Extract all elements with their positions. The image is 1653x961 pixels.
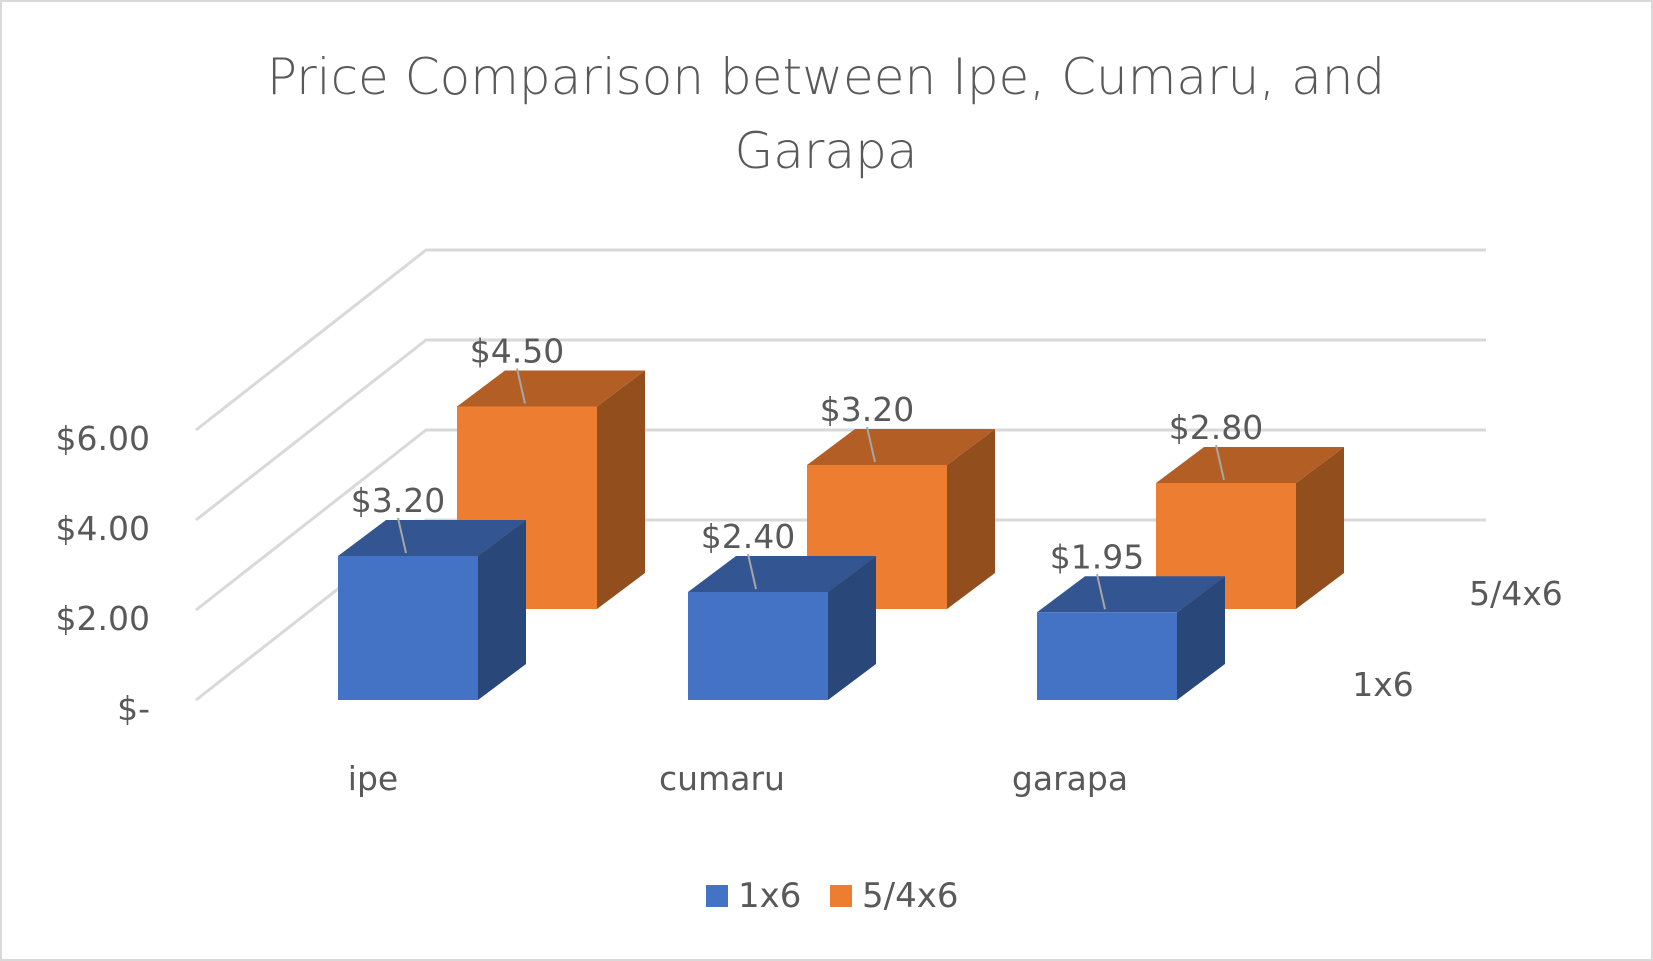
bar-group-garapa-0 bbox=[1037, 576, 1225, 700]
legend: 1x6 5/4x6 bbox=[706, 876, 958, 916]
data-label-garapa-1: $2.80 bbox=[1169, 408, 1263, 447]
bar-top-ipe-0 bbox=[338, 520, 526, 556]
legend-swatch-1x6 bbox=[706, 885, 728, 907]
leader-line-garapa-0 bbox=[1096, 574, 1106, 610]
legend-label-1x6: 1x6 bbox=[738, 876, 801, 916]
bar-group-ipe-0 bbox=[338, 520, 526, 700]
bar-side-cumaru-0 bbox=[828, 556, 876, 700]
bar-ipe-1x6 bbox=[338, 556, 478, 700]
y-tick-label-1: $2.00 bbox=[56, 599, 150, 638]
bar-group-cumaru-0 bbox=[688, 556, 876, 700]
chart-title-line-1: Price Comparison between Ipe, Cumaru, an… bbox=[267, 48, 1385, 106]
y-tick-label-3: $6.00 bbox=[56, 419, 150, 458]
y-axis-tick-labels: $- $2.00 $4.00 $6.00 bbox=[56, 419, 150, 728]
data-label-cumaru-0: $2.40 bbox=[701, 517, 795, 556]
bar-garapa-1x6 bbox=[1037, 612, 1177, 700]
data-label-cumaru-1: $3.20 bbox=[820, 390, 914, 429]
data-label-ipe-0: $3.20 bbox=[351, 481, 445, 520]
bar-top-cumaru-0 bbox=[688, 556, 876, 592]
bar-top-garapa-1 bbox=[1156, 447, 1344, 483]
bar-top-garapa-0 bbox=[1037, 576, 1225, 613]
bars bbox=[338, 370, 1344, 700]
gridline-2 bbox=[195, 338, 1486, 522]
leader-line-cumaru-1 bbox=[866, 426, 876, 463]
gridline-3 bbox=[195, 248, 1486, 432]
legend-swatch-5-4x6 bbox=[830, 885, 852, 907]
data-labels: $4.50 $3.20 $2.80 $3.20 $2.40 $1.95 bbox=[351, 332, 1263, 610]
y-tick-label-0: $- bbox=[117, 689, 150, 728]
legend-label-5-4x6: 5/4x6 bbox=[862, 876, 958, 916]
series-axis-label-1: 5/4x6 bbox=[1469, 574, 1563, 613]
data-label-garapa-0: $1.95 bbox=[1050, 537, 1144, 576]
category-label-garapa: garapa bbox=[1012, 759, 1128, 798]
bar-side-garapa-0 bbox=[1177, 576, 1225, 700]
bar-side-garapa-1 bbox=[1296, 447, 1344, 609]
category-axis-labels: ipe cumaru garapa bbox=[348, 759, 1128, 798]
bar-group-cumaru-1 bbox=[807, 429, 995, 609]
bar-side-ipe-1 bbox=[597, 370, 645, 609]
leader-line-garapa-1 bbox=[1215, 444, 1225, 481]
bar-side-cumaru-1 bbox=[947, 429, 995, 609]
series-axis-label-0: 1x6 bbox=[1352, 665, 1414, 704]
y-tick-label-2: $4.00 bbox=[56, 509, 150, 548]
leader-line-ipe-1 bbox=[516, 368, 526, 404]
bar-side-ipe-0 bbox=[478, 520, 526, 700]
chart-title-line-2: Garapa bbox=[735, 122, 918, 180]
leader-line-cumaru-0 bbox=[747, 553, 757, 590]
bar-top-cumaru-1 bbox=[807, 429, 995, 465]
leader-line-ipe-0 bbox=[397, 517, 407, 554]
category-label-cumaru: cumaru bbox=[659, 759, 785, 798]
gridline-1 bbox=[195, 428, 1486, 612]
bar-top-ipe-1 bbox=[457, 370, 645, 407]
data-label-ipe-1: $4.50 bbox=[470, 332, 564, 371]
category-label-ipe: ipe bbox=[348, 759, 398, 798]
bar-cumaru-1x6 bbox=[688, 592, 828, 700]
series-axis-labels: 1x6 5/4x6 bbox=[1352, 574, 1563, 704]
